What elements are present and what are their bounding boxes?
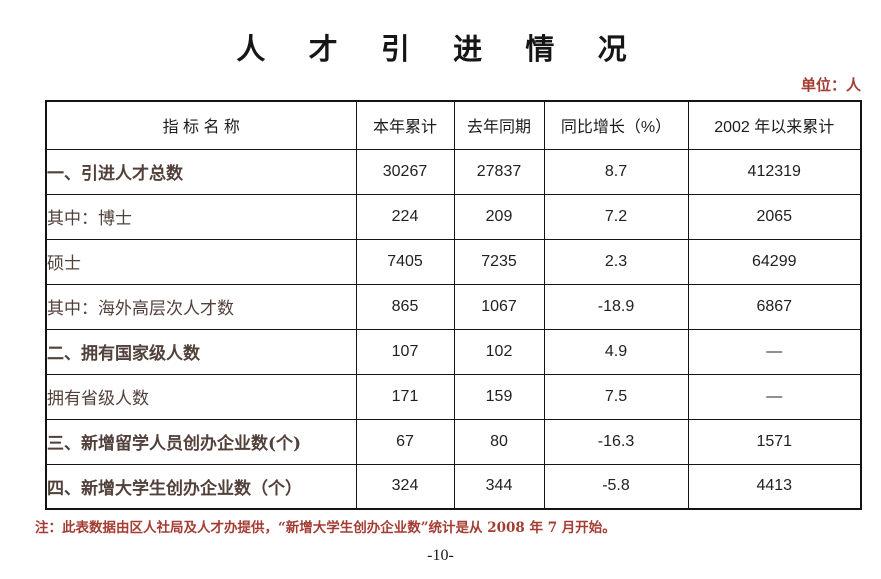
table-row: 四、新增大学生创办企业数（个） 324 344 -5.8 4413 (45, 463, 862, 510)
row-value: 7.2 (543, 193, 689, 240)
row-value: 102 (453, 328, 545, 375)
row-value: -16.3 (543, 418, 689, 465)
table-row: 一、引进人才总数 30267 27837 8.7 412319 (45, 148, 862, 195)
row-value: 2.3 (543, 238, 689, 285)
row-value: — (687, 373, 862, 420)
row-value: 171 (355, 373, 455, 420)
row-label: 其中：博士 (45, 193, 357, 240)
table-row: 其中：海外高层次人才数 865 1067 -18.9 6867 (45, 283, 862, 330)
row-value: -18.9 (543, 283, 689, 330)
table-row: 三、新增留学人员创办企业数(个) 67 80 -16.3 1571 (45, 418, 862, 465)
row-value: 80 (453, 418, 545, 465)
talent-intro-table: 指 标 名 称 本年累计 去年同期 同比增长（%） 2002 年以来累计 一、引… (45, 100, 862, 510)
row-label: 拥有省级人数 (45, 373, 357, 420)
table-row: 硕士 7405 7235 2.3 64299 (45, 238, 862, 285)
row-value: 209 (453, 193, 545, 240)
row-value: 7.5 (543, 373, 689, 420)
row-value: 67 (355, 418, 455, 465)
table-row: 二、拥有国家级人数 107 102 4.9 — (45, 328, 862, 375)
row-label: 二、拥有国家级人数 (45, 328, 357, 375)
row-value: 107 (355, 328, 455, 375)
row-value: 4.9 (543, 328, 689, 375)
row-value: 159 (453, 373, 545, 420)
row-value: 1067 (453, 283, 545, 330)
row-value: 7235 (453, 238, 545, 285)
row-value: 412319 (687, 148, 862, 195)
footnote: 注：此表数据由区人社局及人才办提供，“新增大学生创办企业数”统计是从 2008 … (35, 520, 616, 536)
row-value: 30267 (355, 148, 455, 195)
row-value: 7405 (355, 238, 455, 285)
row-value: 27837 (453, 148, 545, 195)
header-current-year-total: 本年累计 (355, 100, 455, 150)
table-row: 其中：博士 224 209 7.2 2065 (45, 193, 862, 240)
unit-label: 单位：人 (800, 78, 861, 94)
row-value: 324 (355, 463, 455, 510)
table-row: 拥有省级人数 171 159 7.5 — (45, 373, 862, 420)
row-value: 8.7 (543, 148, 689, 195)
header-total-since-2002: 2002 年以来累计 (687, 100, 862, 150)
row-label: 其中：海外高层次人才数 (45, 283, 357, 330)
table-header-row: 指 标 名 称 本年累计 去年同期 同比增长（%） 2002 年以来累计 (45, 100, 862, 150)
row-label: 三、新增留学人员创办企业数(个) (45, 418, 357, 465)
row-value: 865 (355, 283, 455, 330)
page-title: 人 才 引 进 情 况 (236, 34, 645, 66)
row-value: 6867 (687, 283, 862, 330)
row-value: — (687, 328, 862, 375)
header-last-year-same-period: 去年同期 (453, 100, 545, 150)
row-value: 1571 (687, 418, 862, 465)
row-label: 硕士 (45, 238, 357, 285)
row-value: 344 (453, 463, 545, 510)
row-label: 一、引进人才总数 (45, 148, 357, 195)
header-indicator-name: 指 标 名 称 (45, 100, 357, 150)
page-number: -10- (427, 547, 454, 564)
row-label: 四、新增大学生创办企业数（个） (45, 463, 357, 510)
header-yoy-growth: 同比增长（%） (543, 100, 689, 150)
row-value: 4413 (687, 463, 862, 510)
row-value: 2065 (687, 193, 862, 240)
row-value: -5.8 (543, 463, 689, 510)
row-value: 224 (355, 193, 455, 240)
row-value: 64299 (687, 238, 862, 285)
